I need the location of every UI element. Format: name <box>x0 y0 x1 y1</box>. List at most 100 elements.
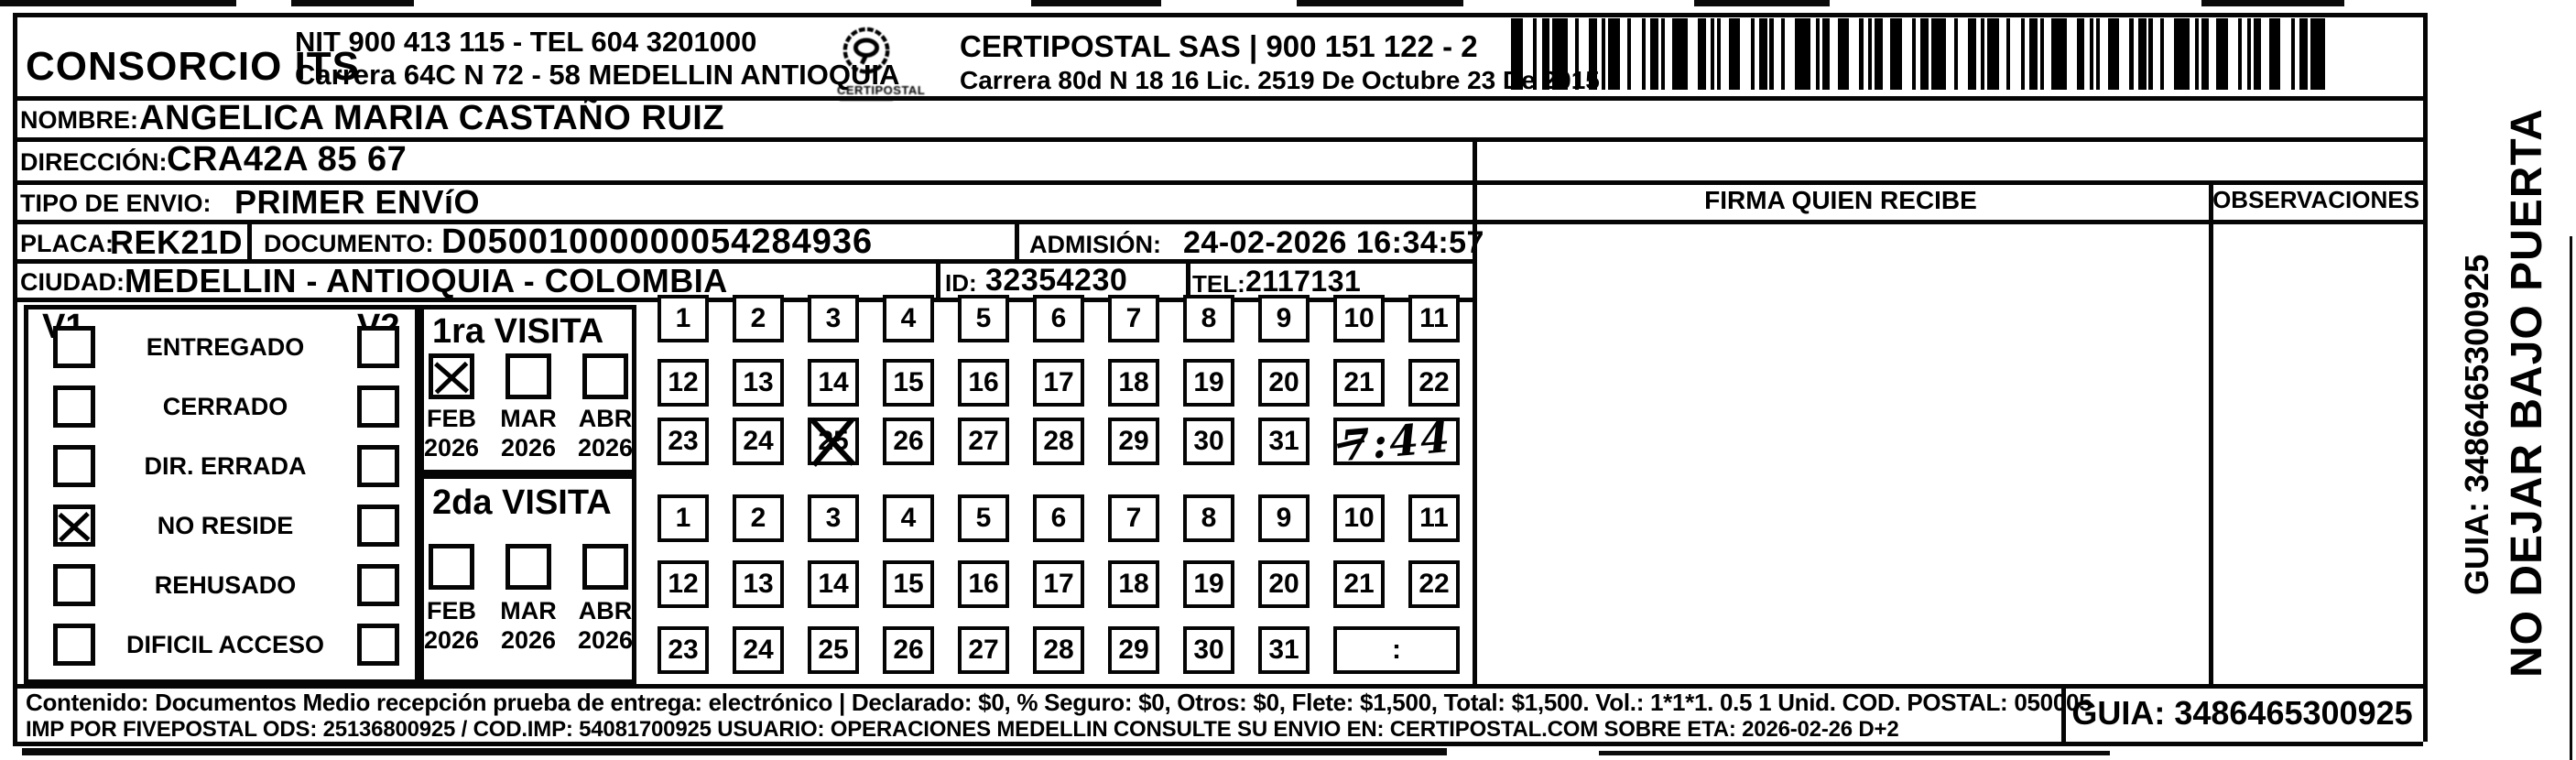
barcode-bar <box>1641 18 1646 90</box>
barcode-bar <box>2090 18 2094 90</box>
barcode-bar <box>1837 18 1850 90</box>
second-visit-day-22: 22 <box>1408 560 1460 608</box>
rule-horizontal-1 <box>13 96 2423 101</box>
direccion-value: CRA42A 85 67 <box>167 140 408 179</box>
barcode-bar <box>1875 18 1883 90</box>
barcode-bar <box>2290 18 2295 90</box>
placa-label: PLACA: <box>20 230 114 257</box>
nombre-value: ANGELICA MARIA CASTAÑO RUIZ <box>139 99 725 137</box>
company-nit-line2: Carrera 64C N 72 - 58 MEDELLIN ANTIOQUIA <box>295 59 900 91</box>
barcode-bar <box>1769 18 1774 90</box>
documento-label: DOCUMENTO: <box>264 230 434 257</box>
rule-vertical-8 <box>2061 684 2066 742</box>
second-visit-day-26: 26 <box>883 626 934 674</box>
rule-vertical-3 <box>1015 220 1019 259</box>
rule-vertical-4 <box>936 259 940 298</box>
first-visit-day-17: 17 <box>1033 359 1084 407</box>
barcode-bar <box>1574 18 1580 90</box>
rule-vertical-6 <box>1473 137 1477 684</box>
barcode-bar <box>2107 18 2120 90</box>
barcode-bar <box>2194 18 2199 90</box>
status-checkbox-v1-3 <box>53 505 95 547</box>
status-checkbox-v1-2 <box>53 445 95 487</box>
status-block <box>24 305 419 684</box>
second-visit-block <box>419 474 636 684</box>
second-visit-day-2: 2 <box>733 494 784 542</box>
barcode-bar <box>2051 18 2067 90</box>
barcode-bar <box>2238 18 2243 90</box>
second-visit-day-4: 4 <box>883 494 934 542</box>
second-visit-day-5: 5 <box>958 494 1009 542</box>
id-label: ID: <box>945 269 977 297</box>
status-label-3: NO RESIDE <box>157 512 294 539</box>
scan-artifact-top-2 <box>1031 0 1161 6</box>
second-visit-day-17: 17 <box>1033 560 1084 608</box>
barcode-bar <box>1868 18 1873 90</box>
logo-caption: CERTIPOSTAL <box>837 83 926 97</box>
scan-artifact-top-1 <box>291 0 414 6</box>
first-visit-day-1: 1 <box>658 295 709 342</box>
second-visit-day-20: 20 <box>1258 560 1310 608</box>
first-visit-day-16: 16 <box>958 359 1009 407</box>
tel-label: TEL: <box>1192 270 1245 298</box>
status-checkbox-v2-2 <box>357 445 399 487</box>
tracking-barcode <box>1511 18 2335 90</box>
barcode-bar <box>1781 18 1786 90</box>
barcode-bar <box>2039 18 2044 90</box>
barcode-bar <box>1717 18 1722 90</box>
barcode-bar <box>1911 18 1916 90</box>
second-visit-month-label-ABR: ABR <box>578 597 633 624</box>
barcode-bar <box>1541 18 1549 90</box>
no-dejar-bajo-puerta-vertical: NO DEJAR BAJO PUERTA <box>2503 108 2551 678</box>
first-visit-month-label-MAR: MAR <box>500 405 557 432</box>
first-visit-day-20: 20 <box>1258 359 1310 407</box>
first-visit-month-year-MAR: 2026 <box>500 434 557 461</box>
first-visit-day-21: 21 <box>1333 359 1385 407</box>
first-visit-block <box>419 305 636 474</box>
second-visit-day-28: 28 <box>1033 626 1084 674</box>
barcode-bar <box>2310 18 2326 90</box>
rule-vertical-1 <box>2423 13 2428 742</box>
barcode-bar <box>1930 18 1947 90</box>
first-visit-day-3: 3 <box>808 295 859 342</box>
second-visit-month-year-MAR: 2026 <box>500 626 557 654</box>
first-visit-day-24: 24 <box>733 418 784 465</box>
first-visit-day-23: 23 <box>658 418 709 465</box>
second-visit-day-29: 29 <box>1108 626 1159 674</box>
barcode-bar <box>1815 18 1820 90</box>
rule-vertical-7 <box>2209 180 2213 684</box>
barcode-bar <box>1859 18 1864 90</box>
second-visit-day-12: 12 <box>658 560 709 608</box>
barcode-bar <box>2077 18 2085 90</box>
status-label-0: ENTREGADO <box>146 333 305 361</box>
barcode-bar <box>2268 18 2281 90</box>
barcode-bar <box>2159 18 2165 90</box>
rule-horizontal-8 <box>13 742 2423 746</box>
barcode-bar <box>2096 18 2101 90</box>
scan-artifact-top-0 <box>0 0 236 6</box>
status-label-4: REHUSADO <box>154 571 297 599</box>
first-visit-day-11: 11 <box>1408 295 1460 342</box>
barcode-bar <box>1711 18 1715 90</box>
second-visit-day-6: 6 <box>1033 494 1084 542</box>
scan-artifact-top-3 <box>1297 0 1463 6</box>
first-visit-day-18: 18 <box>1108 359 1159 407</box>
barcode-bar <box>2020 18 2025 90</box>
first-visit-day-19: 19 <box>1183 359 1234 407</box>
guia-number-box: GUIA: 3486465300925 <box>2071 693 2413 732</box>
first-visit-day-31: 31 <box>1258 418 1310 465</box>
barcode-bar <box>1660 18 1665 90</box>
second-visit-day-30: 30 <box>1183 626 1234 674</box>
barcode-bar <box>1650 18 1658 90</box>
second-visit-month-year-FEB: 2026 <box>423 626 480 654</box>
second-visit-day-19: 19 <box>1183 560 1234 608</box>
barcode-bar <box>2216 18 2229 90</box>
barcode-bar <box>1759 18 1767 90</box>
second-visit-day-24: 24 <box>733 626 784 674</box>
first-visit-day-13: 13 <box>733 359 784 407</box>
second-visit-day-25: 25 <box>808 626 859 674</box>
scan-artifact-bottom-2 <box>1599 751 2110 755</box>
first-visit-day-7: 7 <box>1108 295 1159 342</box>
tipo-envio-value: PRIMER ENVíO <box>234 183 481 221</box>
